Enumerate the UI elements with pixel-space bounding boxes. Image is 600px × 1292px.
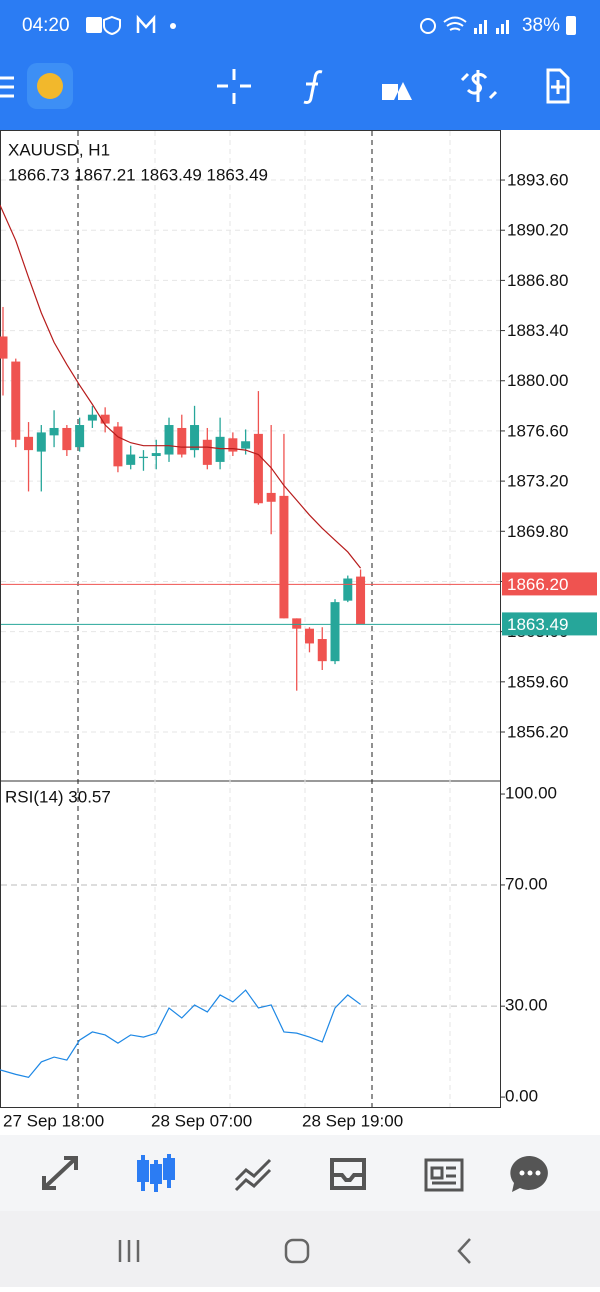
rsi-label: RSI(14) 30.57 <box>5 787 111 806</box>
crosshair-button[interactable] <box>217 69 251 104</box>
y-tick-label: 1876.60 <box>507 421 568 440</box>
candle-body <box>164 425 174 455</box>
moving-average <box>0 204 362 569</box>
toolbar <box>0 63 570 109</box>
y-tick-label: 100.00 <box>505 784 557 803</box>
dot <box>170 23 176 29</box>
mail-icon <box>136 14 156 33</box>
signal-bar <box>484 20 487 34</box>
logo-coin <box>37 73 63 99</box>
candle-body <box>356 576 366 625</box>
x-tick-label: 28 Sep 19:00 <box>302 1111 403 1130</box>
chart-frame <box>0 130 501 1108</box>
candle-body <box>279 495 289 619</box>
candle-body <box>215 436 225 462</box>
signal-bar <box>506 20 509 34</box>
bottom-nav-icons <box>42 1154 548 1192</box>
bid-price: 1863.49 <box>507 615 568 634</box>
candle-body <box>49 427 59 436</box>
candle-body <box>292 618 302 629</box>
gallery-icon <box>86 17 102 33</box>
news-tab[interactable] <box>424 1158 464 1192</box>
trade-button[interactable] <box>460 70 498 102</box>
clock: 04:20 <box>22 15 70 36</box>
status-icons <box>86 14 576 36</box>
chart-tab[interactable] <box>137 1154 175 1192</box>
quotes-tab[interactable] <box>42 1156 78 1190</box>
y-tick-label: 70.00 <box>505 874 548 893</box>
y-tick-label: 1856.20 <box>507 722 568 741</box>
y-tick-label: 1886.80 <box>507 271 568 290</box>
signal-bar <box>474 28 477 34</box>
system-nav <box>0 1211 600 1287</box>
candle-body <box>317 639 327 662</box>
candle-body <box>87 414 97 421</box>
bid-tag <box>502 612 597 636</box>
grid <box>1 131 505 1107</box>
candle-body <box>202 439 212 465</box>
candle-body <box>62 427 72 451</box>
y-tick-label: 1883.40 <box>507 321 568 340</box>
trade-tab[interactable] <box>234 1158 272 1192</box>
dot <box>527 1170 533 1176</box>
candle-body <box>138 456 148 459</box>
signal-bar <box>496 28 499 34</box>
candle-body <box>253 433 263 504</box>
indicators-button[interactable] <box>303 70 323 104</box>
candle-body <box>100 414 110 424</box>
ask-price: 1866.20 <box>507 575 568 594</box>
y-tick-label: 1859.60 <box>507 672 568 691</box>
candle-body <box>177 427 187 455</box>
rsi-line <box>0 989 361 1079</box>
battery-icon <box>566 16 576 35</box>
objects-button[interactable] <box>382 82 412 100</box>
candle-body <box>304 628 314 644</box>
new-order-button[interactable] <box>546 68 570 104</box>
candle-body <box>36 432 46 452</box>
y-tick-label: 0.00 <box>505 1087 538 1106</box>
shield-icon <box>103 15 121 36</box>
y-tick-label: 30.00 <box>505 996 548 1015</box>
candle-body <box>343 578 353 601</box>
bottom-nav <box>0 1135 600 1211</box>
back-button[interactable] <box>457 1238 471 1264</box>
candle-body <box>0 336 8 359</box>
x-tick-label: 27 Sep 18:00 <box>3 1111 104 1130</box>
candle-body <box>330 602 340 662</box>
y-tick-label: 1890.20 <box>507 221 568 240</box>
candle-body <box>190 425 200 451</box>
ask-tag <box>502 572 597 596</box>
ohlc-label: 1866.73 1867.21 1863.49 1863.49 <box>8 165 268 184</box>
menu-button[interactable] <box>0 76 14 98</box>
y-tick-label: 1869.80 <box>507 522 568 541</box>
signal-bar <box>501 24 504 34</box>
system-nav-buttons <box>118 1238 471 1264</box>
battery-level: 38% <box>522 15 560 36</box>
home-button[interactable] <box>284 1238 310 1264</box>
candle-body <box>266 492 276 502</box>
x-tick-label: 28 Sep 07:00 <box>151 1111 252 1130</box>
y-tick-label: 1873.20 <box>507 472 568 491</box>
candle-body <box>151 453 161 457</box>
candle-body <box>113 426 123 467</box>
signal-bar <box>479 24 482 34</box>
candle-body <box>126 454 136 465</box>
y-tick-label: 1893.60 <box>507 171 568 190</box>
wifi-icon <box>443 16 467 31</box>
candle-body <box>11 361 21 440</box>
dot <box>519 1170 525 1176</box>
candle-body <box>24 436 34 451</box>
candle-body <box>228 438 238 452</box>
candle-body <box>241 441 251 449</box>
y-tick-label: 1880.00 <box>507 371 568 390</box>
symbol-label: XAUUSD, H1 <box>8 140 110 159</box>
dot <box>535 1170 541 1176</box>
recents-button[interactable] <box>118 1240 140 1262</box>
plot <box>0 204 500 1079</box>
history-tab[interactable] <box>330 1158 366 1190</box>
candle-body <box>75 425 85 448</box>
alarm-icon <box>420 18 436 34</box>
